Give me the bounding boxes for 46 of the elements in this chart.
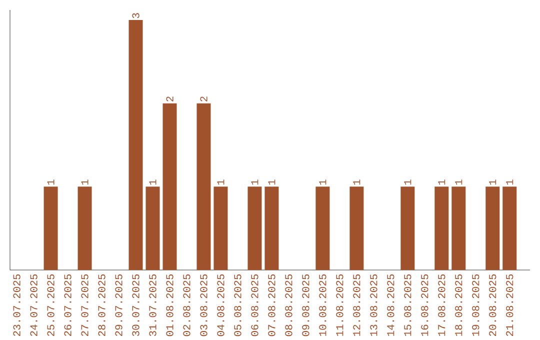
x-tick-label: 07.08.2025 (268, 274, 276, 336)
data-label: 1 (506, 180, 514, 185)
x-tick-label: 23.07.2025 (13, 274, 20, 336)
x-tick-label: 26.07.2025 (64, 274, 72, 336)
x-tick-label: 17.08.2025 (438, 274, 446, 336)
x-tick-label: 08.08.2025 (285, 274, 292, 336)
data-label: 1 (489, 180, 496, 185)
x-tick-label: 04.08.2025 (217, 274, 224, 336)
x-tick-label: 19.08.2025 (472, 274, 480, 336)
x-tick-label: 25.07.2025 (47, 274, 54, 336)
x-tick-label: 21.08.2025 (506, 274, 514, 336)
data-label: 3 (132, 13, 140, 18)
data-label: 1 (438, 180, 446, 185)
x-tick-label: 05.08.2025 (234, 274, 242, 336)
x-tick-label: 02.08.2025 (183, 274, 190, 336)
x-tick-label: 30.07.2025 (132, 274, 140, 336)
x-tick-label: 15.08.2025 (404, 274, 412, 336)
x-tick-label: 13.08.2025 (370, 274, 378, 336)
data-label: 1 (217, 180, 224, 185)
x-tick-label: 24.07.2025 (30, 274, 38, 336)
data-label: 1 (353, 180, 360, 185)
x-tick-label: 03.08.2025 (200, 274, 208, 336)
data-label: 2 (200, 96, 208, 102)
x-tick-label: 10.08.2025 (319, 274, 326, 336)
x-tick-label: 31.07.2025 (149, 274, 156, 336)
x-tick-label: 16.08.2025 (421, 274, 428, 336)
x-tick-label: 18.08.2025 (455, 274, 462, 336)
data-label: 1 (268, 180, 276, 185)
x-tick-label: 11.08.2025 (336, 274, 344, 336)
x-tick-label: 12.08.2025 (353, 274, 360, 336)
data-label: 1 (404, 180, 412, 185)
data-label: 1 (455, 180, 462, 185)
data-label: 1 (47, 180, 54, 185)
data-label: 1 (81, 180, 88, 185)
x-tick-label: 09.08.2025 (302, 274, 310, 336)
x-tick-label: 29.07.2025 (115, 274, 122, 336)
x-tick-label: 06.08.2025 (251, 274, 258, 336)
x-tick-label: 27.07.2025 (81, 274, 88, 336)
data-label: 1 (149, 180, 156, 185)
data-label: 2 (166, 96, 174, 102)
data-label: 1 (251, 180, 258, 185)
x-tick-label: 20.08.2025 (489, 274, 496, 336)
data-label: 1 (319, 180, 326, 185)
x-tick-label: 01.08.2025 (166, 274, 174, 336)
x-tick-label: 14.08.2025 (387, 274, 394, 336)
x-tick-label: 28.07.2025 (98, 274, 106, 336)
